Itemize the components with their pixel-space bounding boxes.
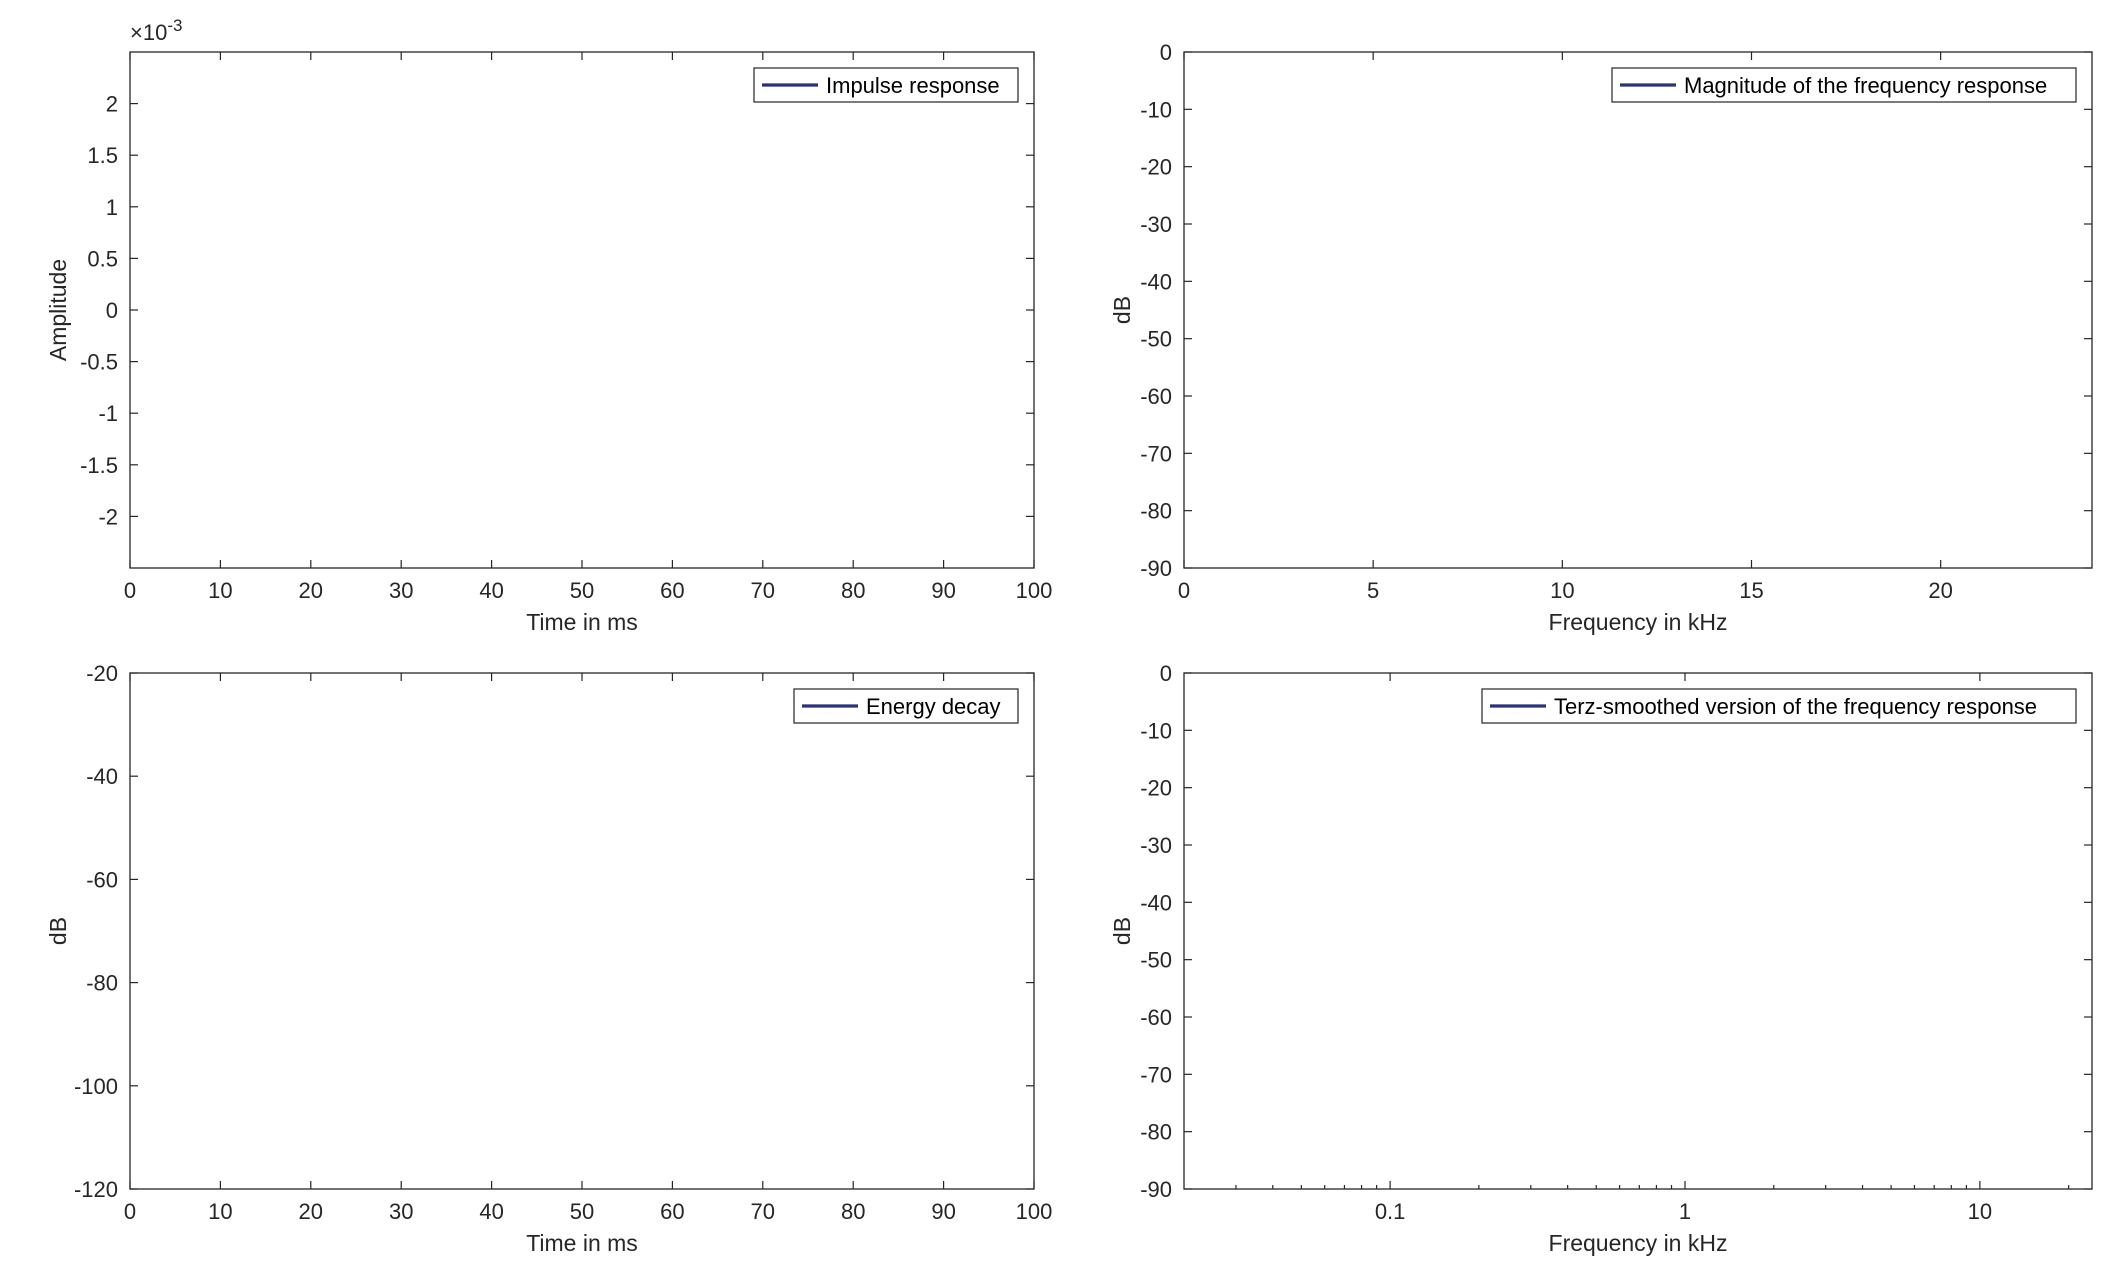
x-axis-label: Frequency in kHz xyxy=(1549,609,1728,635)
y-tick-label: -10 xyxy=(1140,718,1172,743)
x-tick-label: 1 xyxy=(1679,1199,1691,1224)
chart-energy: 0 10 20 30 40 50 60 70 80 90 100 -20 -40 -60 -80 -100 -1… xyxy=(45,661,1052,1256)
x-tick-label: 30 xyxy=(389,1199,413,1224)
x-tick-label: 90 xyxy=(931,1199,955,1224)
legend-label: Magnitude of the frequency response xyxy=(1684,73,2047,98)
x-tick-label: 0 xyxy=(1178,578,1190,603)
y-tick-label: -40 xyxy=(1140,269,1172,294)
x-tick-label: 0 xyxy=(124,1199,136,1224)
y-tick-label: 0.5 xyxy=(87,246,118,271)
x-axis-label: Frequency in kHz xyxy=(1549,1230,1728,1256)
x-tick-label: 100 xyxy=(1016,578,1053,603)
y-tick-label: -100 xyxy=(74,1074,118,1099)
y-tick-label: 0 xyxy=(106,298,118,323)
x-tick-label: 80 xyxy=(841,578,865,603)
y-tick-label: -80 xyxy=(1140,1120,1172,1145)
x-tick-label: 10 xyxy=(208,1199,232,1224)
y-tick-label: -90 xyxy=(1140,556,1172,581)
y-tick-label: -80 xyxy=(1140,499,1172,524)
x-tick-label: 90 xyxy=(931,578,955,603)
y-axis-label: Amplitude xyxy=(45,259,71,361)
x-tick-label: 10 xyxy=(1968,1199,1992,1224)
x-tick-label: 5 xyxy=(1367,578,1379,603)
y-tick-label: -60 xyxy=(86,867,118,892)
y-tick-label: -70 xyxy=(1140,441,1172,466)
x-tick-label: 70 xyxy=(751,1199,775,1224)
x-tick-label: 15 xyxy=(1739,578,1763,603)
y-tick-label: 2 xyxy=(106,92,118,117)
x-axis-label: Time in ms xyxy=(526,609,638,635)
y-tick-label: -30 xyxy=(1140,212,1172,237)
y-tick-label: -1 xyxy=(98,401,118,426)
x-tick-label: 0.1 xyxy=(1375,1199,1406,1224)
y-tick-label: -70 xyxy=(1140,1062,1172,1087)
chart-impulse: 0 10 20 30 40 50 60 70 80 90 100 2 1.5 1 0.5 0 -0.5 -1 -1.… xyxy=(45,16,1052,635)
y-tick-label: 1 xyxy=(106,195,118,220)
x-tick-label: 20 xyxy=(299,578,323,603)
x-tick-label: 10 xyxy=(208,578,232,603)
y-tick-label: -20 xyxy=(1140,155,1172,180)
legend: Impulse response xyxy=(753,67,1019,103)
x-axis-label: Time in ms xyxy=(526,1230,638,1256)
y-tick-label: 1.5 xyxy=(87,143,118,168)
chart-magnitude: 0 5 10 15 20 0 -10 -20 -30 -40 -50 -60 -70 -80 -90 Freq… xyxy=(1109,40,2093,635)
legend-label: Terz-smoothed version of the frequency r… xyxy=(1554,694,2037,719)
y-tick-label: -60 xyxy=(1140,1005,1172,1030)
y-tick-label: -20 xyxy=(1140,776,1172,801)
legend-box xyxy=(1611,67,2077,103)
axes-box xyxy=(129,672,1035,1190)
y-tick-label: -50 xyxy=(1140,948,1172,973)
y-tick-label: -2 xyxy=(98,504,118,529)
chart-terz: 0.1 1 10 0 -10 -20 -30 -40 -50 -60 -70 -80 -90 Freque… xyxy=(1109,661,2093,1256)
y-tick-label: -40 xyxy=(1140,890,1172,915)
y-tick-label: -20 xyxy=(86,661,118,686)
legend: Terz-smoothed version of the frequency r… xyxy=(1481,688,2077,724)
y-axis-label: dB xyxy=(45,917,71,945)
y-tick-label: -10 xyxy=(1140,97,1172,122)
y-tick-label: -120 xyxy=(74,1177,118,1202)
y-tick-label: -80 xyxy=(86,971,118,996)
y-tick-label: -50 xyxy=(1140,327,1172,352)
axes-box xyxy=(1183,672,2093,1190)
y-tick-label: 0 xyxy=(1160,40,1172,65)
x-tick-label: 50 xyxy=(570,578,594,603)
legend-label: Energy decay xyxy=(866,694,1001,719)
y-tick-label: -60 xyxy=(1140,384,1172,409)
legend-box xyxy=(1481,688,2077,724)
axis-exponent: ×10-3 xyxy=(130,16,182,45)
y-tick-label: -1.5 xyxy=(80,453,118,478)
y-tick-label: -90 xyxy=(1140,1177,1172,1202)
x-tick-label: 10 xyxy=(1550,578,1574,603)
legend: Energy decay xyxy=(793,688,1019,724)
legend: Magnitude of the frequency response xyxy=(1611,67,2077,103)
x-tick-label: 60 xyxy=(660,1199,684,1224)
axes-box xyxy=(1183,51,2093,569)
y-tick-label: -30 xyxy=(1140,833,1172,858)
axes-box xyxy=(129,51,1035,569)
x-tick-label: 40 xyxy=(479,578,503,603)
legend-label: Impulse response xyxy=(826,73,1000,98)
x-tick-label: 70 xyxy=(751,578,775,603)
y-axis-label: dB xyxy=(1109,917,1135,945)
x-tick-label: 50 xyxy=(570,1199,594,1224)
y-tick-label: -40 xyxy=(86,764,118,789)
x-tick-label: 20 xyxy=(299,1199,323,1224)
y-tick-label: -0.5 xyxy=(80,350,118,375)
x-tick-label: 60 xyxy=(660,578,684,603)
y-tick-label: 0 xyxy=(1160,661,1172,686)
y-axis-label: dB xyxy=(1109,296,1135,324)
x-tick-label: 30 xyxy=(389,578,413,603)
x-tick-label: 40 xyxy=(479,1199,503,1224)
x-tick-label: 0 xyxy=(124,578,136,603)
x-tick-label: 100 xyxy=(1016,1199,1053,1224)
x-tick-label: 20 xyxy=(1928,578,1952,603)
x-tick-label: 80 xyxy=(841,1199,865,1224)
